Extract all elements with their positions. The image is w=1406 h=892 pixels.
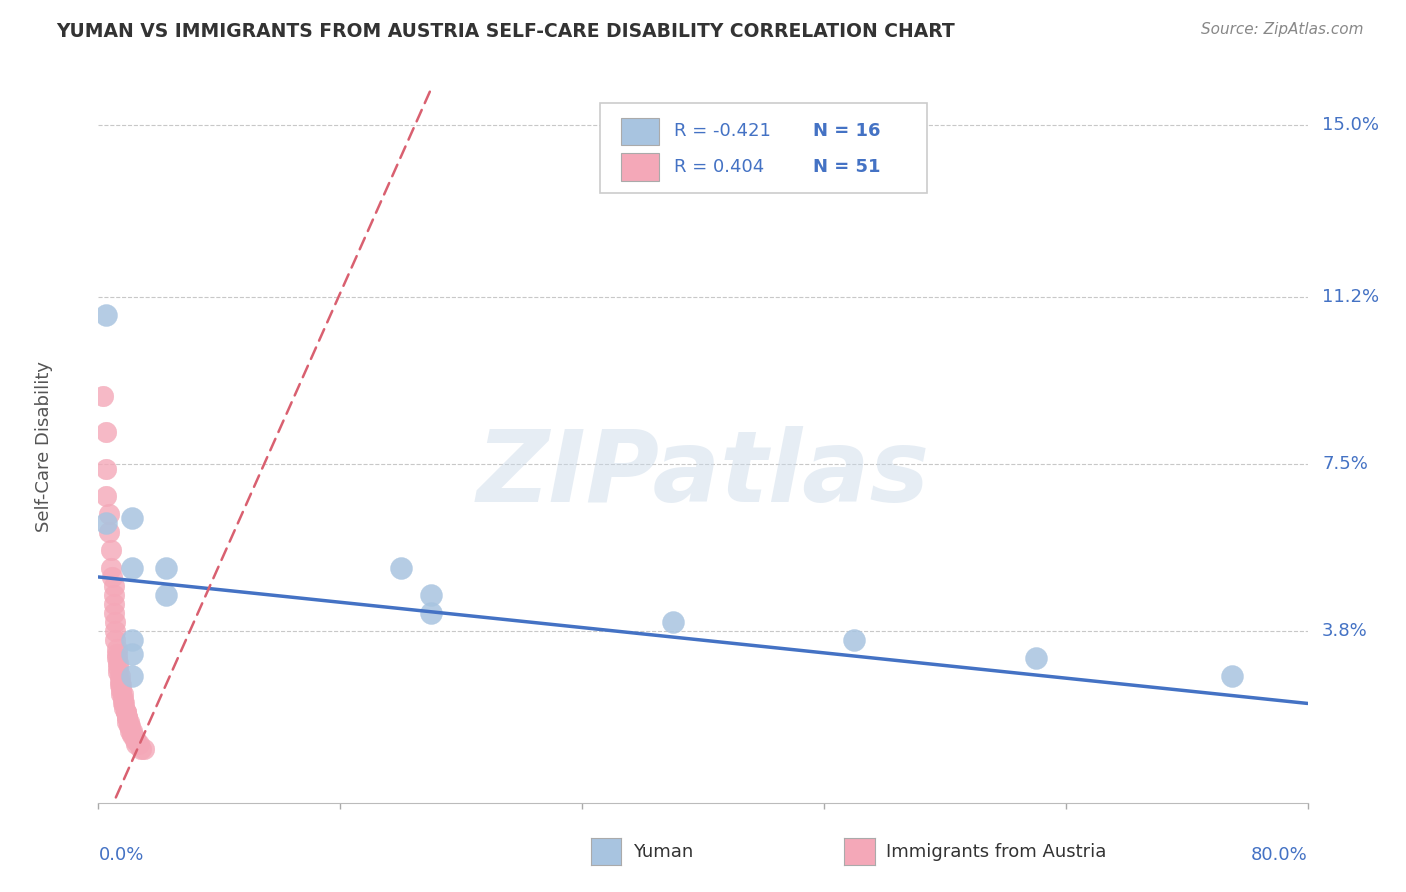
Point: [120, 719, 142, 733]
Point: [105, 651, 128, 665]
Point: [122, 728, 145, 742]
Point: [114, 706, 136, 720]
Point: [98, 524, 121, 539]
Text: N = 16: N = 16: [813, 122, 880, 140]
Text: R = -0.421: R = -0.421: [673, 122, 770, 140]
Text: 3.8%: 3.8%: [1322, 623, 1368, 640]
Text: 7.5%: 7.5%: [1322, 455, 1368, 473]
Point: [419, 606, 441, 620]
Point: [107, 656, 129, 670]
Point: [110, 678, 132, 692]
Point: [103, 597, 125, 611]
Point: [103, 588, 125, 602]
Text: Source: ZipAtlas.com: Source: ZipAtlas.com: [1201, 22, 1364, 37]
Point: [101, 570, 124, 584]
Point: [419, 588, 441, 602]
Point: [103, 579, 125, 593]
Point: [91, 389, 114, 403]
Bar: [621, 153, 659, 180]
Point: [115, 714, 138, 729]
Point: [128, 737, 150, 751]
Text: 80.0%: 80.0%: [1251, 846, 1308, 863]
Text: Self-Care Disability: Self-Care Disability: [35, 360, 53, 532]
Point: [114, 706, 136, 720]
Point: [125, 737, 148, 751]
Point: [129, 741, 152, 756]
Text: R = 0.404: R = 0.404: [673, 158, 765, 176]
Point: [112, 697, 135, 711]
Point: [118, 719, 141, 733]
Point: [121, 723, 143, 738]
Point: [104, 624, 127, 639]
Text: YUMAN VS IMMIGRANTS FROM AUSTRIA SELF-CARE DISABILITY CORRELATION CHART: YUMAN VS IMMIGRANTS FROM AUSTRIA SELF-CA…: [56, 22, 955, 41]
Point: [111, 697, 134, 711]
Point: [94, 516, 117, 530]
Text: 11.2%: 11.2%: [1322, 288, 1379, 306]
Point: [121, 633, 143, 648]
Point: [120, 723, 142, 738]
Point: [111, 687, 134, 701]
Point: [115, 710, 138, 724]
Text: Yuman: Yuman: [633, 843, 693, 861]
Point: [103, 606, 125, 620]
Point: [115, 710, 138, 724]
Point: [121, 511, 143, 525]
Point: [661, 615, 683, 629]
Point: [111, 692, 134, 706]
Point: [108, 678, 131, 692]
Text: ZIPatlas: ZIPatlas: [477, 426, 929, 523]
Point: [112, 701, 135, 715]
FancyBboxPatch shape: [600, 103, 927, 193]
Point: [110, 682, 132, 697]
Point: [389, 561, 412, 575]
Point: [121, 561, 143, 575]
Bar: [621, 118, 659, 145]
Point: [100, 561, 122, 575]
Point: [104, 633, 127, 648]
Point: [121, 669, 143, 683]
Point: [155, 561, 177, 575]
Point: [105, 647, 128, 661]
Point: [107, 660, 129, 674]
Point: [110, 687, 132, 701]
Point: [98, 507, 121, 521]
Point: [94, 489, 117, 503]
Point: [105, 642, 128, 657]
Point: [104, 615, 127, 629]
Point: [125, 732, 148, 747]
Point: [107, 665, 129, 679]
Point: [132, 741, 155, 756]
Text: 0.0%: 0.0%: [98, 846, 143, 863]
Point: [1024, 651, 1046, 665]
Point: [844, 633, 866, 648]
Point: [108, 673, 131, 688]
Text: 15.0%: 15.0%: [1322, 116, 1379, 135]
Point: [94, 425, 117, 440]
Point: [100, 542, 122, 557]
Point: [155, 588, 177, 602]
Point: [94, 461, 117, 475]
Point: [1220, 669, 1243, 683]
Point: [124, 732, 146, 747]
Point: [118, 714, 141, 729]
Point: [108, 669, 131, 683]
Text: Immigrants from Austria: Immigrants from Austria: [886, 843, 1107, 861]
Text: N = 51: N = 51: [813, 158, 880, 176]
Point: [121, 647, 143, 661]
Point: [94, 308, 117, 322]
Point: [121, 728, 143, 742]
